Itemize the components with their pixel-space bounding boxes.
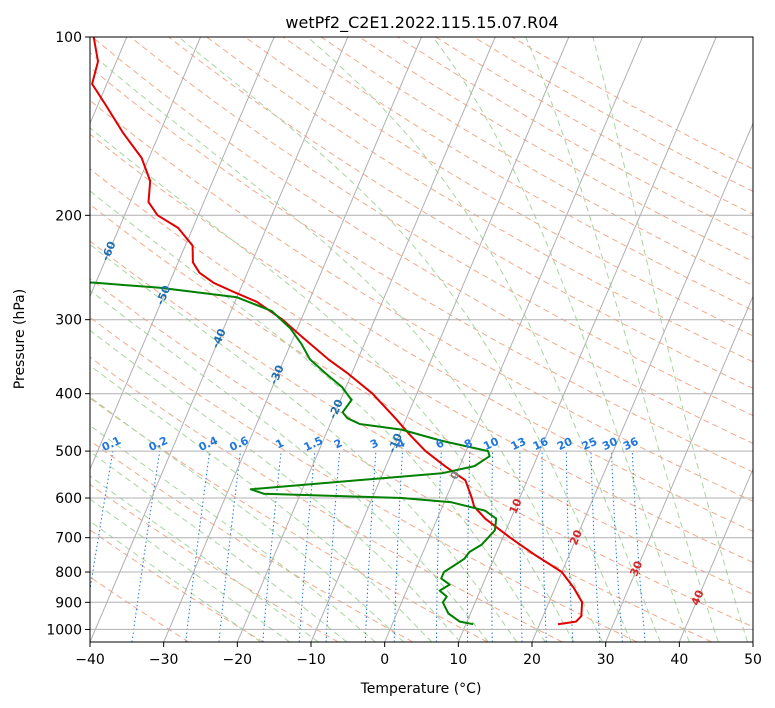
moist-adiabat-line (90, 51, 604, 642)
mixing-ratio-line (218, 451, 241, 642)
isotherm-line (310, 37, 570, 642)
x-tick-label: 50 (744, 652, 762, 668)
isotherm-line (457, 37, 717, 642)
mixing-ratio-label: 36 (621, 435, 641, 453)
dry-adiabat-line (90, 133, 753, 533)
isotherm-label: 30 (627, 559, 645, 578)
dewpoint-line (90, 37, 498, 626)
mixing-ratio-labels: 0.1 0.2 0.4 0.6 1 1.5 2 3 4 6 8 10 13 16 20 25 30 36 (100, 434, 641, 454)
isotherm-line (531, 122, 753, 642)
moist-adiabat-line (90, 329, 461, 642)
moist-adiabat-line (307, 37, 661, 642)
mixing-ratio-line (631, 451, 646, 642)
isotherm-grid (90, 37, 753, 642)
y-tick-label: 200 (55, 208, 82, 224)
x-tick-label: 0 (380, 652, 389, 668)
plot-frame (89, 36, 754, 643)
temperature-line (91, 37, 584, 626)
isobar-grid (90, 37, 753, 630)
moist-adiabat-line (90, 127, 575, 642)
x-tick-label: −40 (75, 652, 105, 668)
x-tick-label: 20 (523, 652, 541, 668)
profile-series (90, 37, 584, 626)
dry-adiabat-line (90, 278, 712, 642)
isotherm-label: 10 (507, 496, 525, 515)
moist-adiabat-line (178, 37, 632, 642)
dry-adiabat-line (130, 37, 753, 417)
moist-adiabat-line (90, 396, 405, 642)
moist-adiabat-line (90, 289, 489, 642)
x-tick-label: 40 (670, 652, 688, 668)
isotherm-line (678, 467, 753, 642)
moist-adiabats (90, 37, 749, 642)
x-tick-label: 10 (449, 652, 467, 668)
y-tick-label: 1000 (46, 622, 82, 638)
y-tick-label: 400 (55, 387, 82, 403)
moist-adiabat-line (432, 37, 690, 642)
y-tick-label: 800 (55, 565, 82, 581)
mixing-ratio-label: 16 (531, 435, 551, 453)
moist-adiabat-line (90, 364, 433, 642)
mixing-ratio-line (185, 451, 211, 642)
isotherm-line (236, 37, 496, 642)
isotherm-line (90, 37, 349, 642)
isotherm-line (90, 37, 275, 471)
dry-adiabat-line (244, 37, 753, 337)
x-tick-label: −30 (149, 652, 179, 668)
x-tick-label: 30 (597, 652, 615, 668)
mixing-ratio-label: 20 (555, 435, 575, 453)
y-tick-label: 300 (55, 313, 82, 329)
moist-adiabat-line (90, 520, 262, 642)
isotherm-label: 40 (689, 588, 707, 607)
dry-adiabat-line (90, 240, 753, 628)
y-tick-label: 700 (55, 531, 82, 547)
moist-adiabat-line (592, 37, 749, 642)
chart-title: wetPf2_C2E1.2022.115.15.07.R04 (285, 13, 558, 33)
y-tick-label: 900 (55, 595, 82, 611)
dry-adiabat-line (168, 37, 753, 389)
isotherm-label: 20 (567, 528, 585, 547)
y-tick-label: 600 (55, 491, 82, 507)
y-axis-ticks: 100 200 300 400 500 600 700 800 900 1000 (46, 30, 90, 638)
dry-adiabat-line (282, 37, 753, 312)
isotherm-line (384, 37, 643, 642)
dry-adiabat-line (90, 529, 264, 642)
moist-adiabat-line (90, 424, 376, 642)
dry-adiabat-line (90, 483, 339, 642)
dry-adiabat-line (91, 37, 753, 445)
moist-adiabat-line (525, 37, 719, 642)
isotherm-line (605, 295, 753, 642)
y-tick-label: 500 (55, 444, 82, 460)
moist-adiabat-line (90, 498, 290, 642)
y-tick-label: 100 (55, 30, 82, 46)
mixing-ratio-label: 30 (600, 435, 620, 453)
plot-content: -100-90-80-70-60-50-40-30-20-10010203040… (90, 37, 753, 642)
isotherm-line (90, 37, 201, 298)
x-tick-label: −10 (296, 652, 326, 668)
dry-adiabat-line (90, 203, 753, 595)
moist-adiabat-line (90, 475, 319, 642)
mixing-ratio-label: 10 (481, 435, 501, 453)
x-axis-label: Temperature (°C) (360, 681, 482, 697)
moist-adiabat-line (90, 243, 518, 642)
dry-adiabat-line (90, 99, 753, 502)
dry-adiabats (90, 37, 753, 642)
mixing-ratio-line (90, 451, 114, 593)
isotherm-line (163, 37, 422, 642)
mixing-ratio-label: 25 (580, 435, 599, 453)
x-axis-ticks: −40 −30 −20 −10 0 10 20 30 40 50 (75, 642, 762, 668)
y-axis-label: Pressure (hPa) (12, 289, 28, 389)
mixing-ratio-label: 13 (509, 435, 528, 453)
x-tick-label: −20 (223, 652, 253, 668)
